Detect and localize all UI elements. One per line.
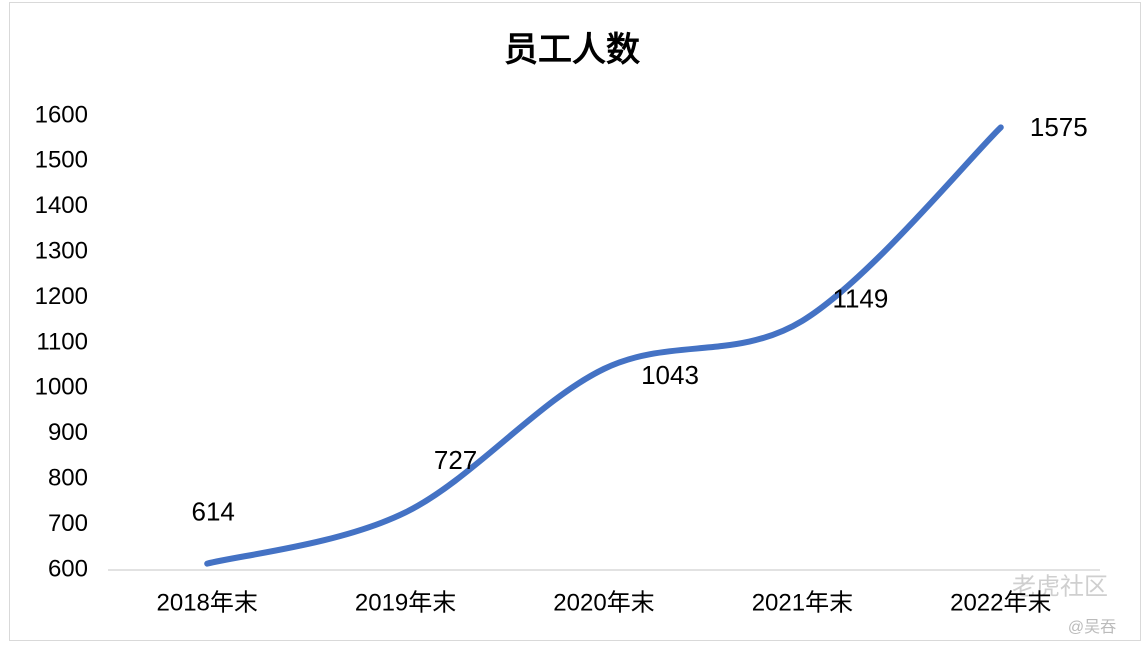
watermark-author: @吴吞 <box>1068 619 1116 636</box>
data-label: 727 <box>434 445 477 475</box>
data-label: 1575 <box>1030 112 1088 142</box>
chart-frame <box>9 2 1141 641</box>
y-tick-label: 800 <box>48 465 88 492</box>
y-tick-label: 1000 <box>35 374 88 401</box>
y-tick-label: 1400 <box>35 192 88 219</box>
data-line <box>204 124 1004 567</box>
y-tick-label: 1600 <box>35 101 88 128</box>
watermark-site: 老虎社区 <box>1012 573 1108 600</box>
x-tick-label: 2021年末 <box>752 589 853 616</box>
data-label: 1043 <box>641 360 699 390</box>
chart-title: 员工人数 <box>504 31 640 69</box>
data-label: 614 <box>192 497 235 527</box>
y-tick-label: 1200 <box>35 283 88 310</box>
y-tick-label: 900 <box>48 419 88 446</box>
y-tick-label: 700 <box>48 510 88 537</box>
y-tick-label: 600 <box>48 555 88 582</box>
x-tick-label: 2019年末 <box>355 589 456 616</box>
y-tick-label: 1500 <box>35 147 88 174</box>
y-tick-label: 1100 <box>36 328 88 355</box>
x-tick-label: 2022年末 <box>950 589 1051 616</box>
data-label: 1149 <box>832 284 888 314</box>
x-tick-label: 2020年末 <box>553 589 654 616</box>
x-tick-label: 2018年末 <box>157 589 258 616</box>
y-tick-label: 1300 <box>35 238 88 265</box>
